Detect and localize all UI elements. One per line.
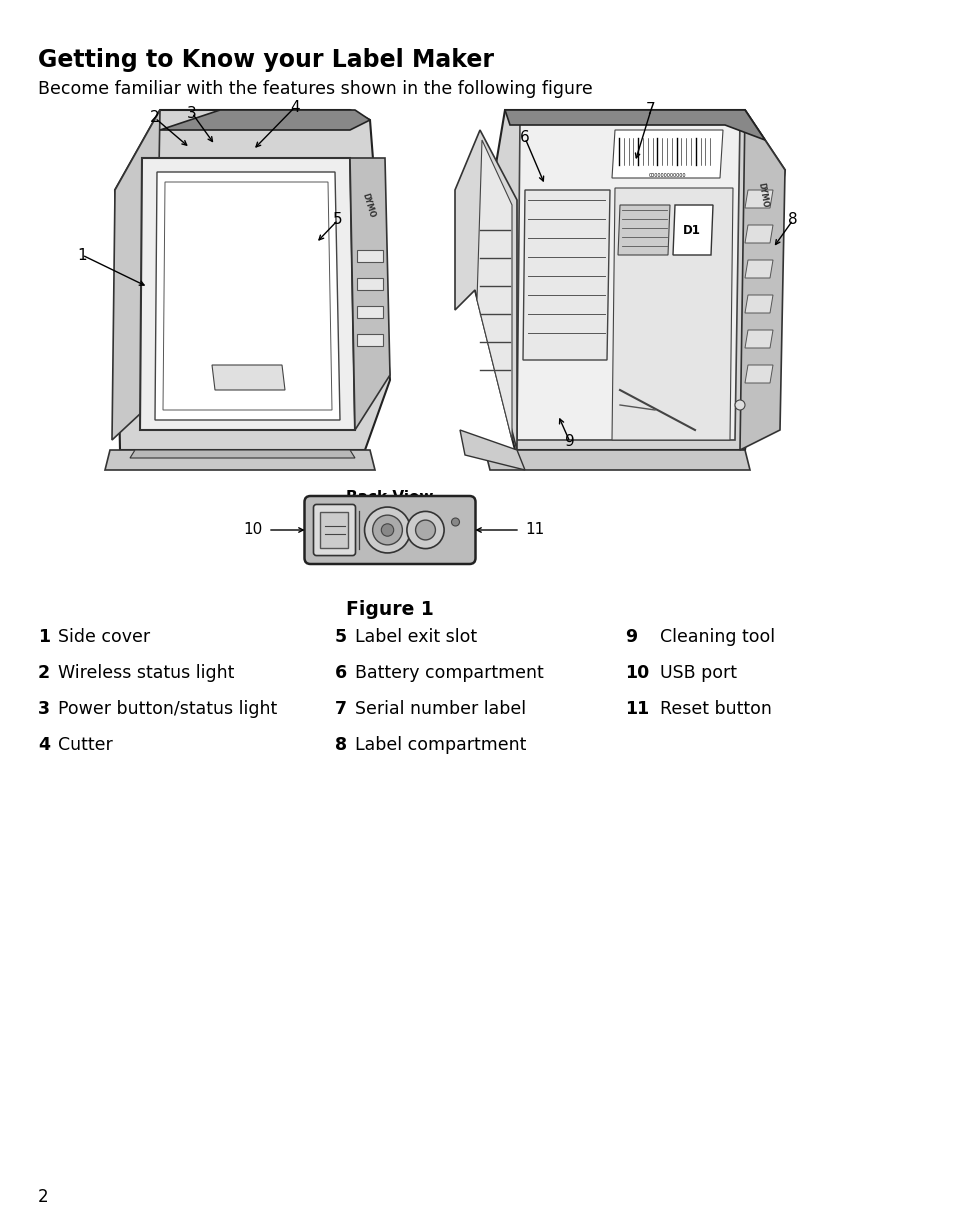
Text: Become familiar with the features shown in the following figure: Become familiar with the features shown … <box>38 80 592 98</box>
Text: 8: 8 <box>335 736 347 755</box>
Text: 5: 5 <box>335 628 347 646</box>
Polygon shape <box>475 111 784 450</box>
Text: Label compartment: Label compartment <box>355 736 526 755</box>
Text: 6: 6 <box>335 665 347 682</box>
FancyBboxPatch shape <box>314 504 355 555</box>
Text: Label exit slot: Label exit slot <box>355 628 476 646</box>
Text: Cutter: Cutter <box>58 736 112 755</box>
Text: 2: 2 <box>150 111 160 125</box>
Polygon shape <box>744 364 772 383</box>
Polygon shape <box>455 130 517 450</box>
Text: 7: 7 <box>645 102 655 118</box>
Polygon shape <box>212 364 285 390</box>
Text: 1: 1 <box>38 628 51 646</box>
Circle shape <box>364 507 410 553</box>
Text: Wireless status light: Wireless status light <box>58 665 234 682</box>
Polygon shape <box>740 111 784 450</box>
Polygon shape <box>356 278 382 290</box>
Circle shape <box>451 518 459 526</box>
Polygon shape <box>140 158 355 430</box>
Text: 4: 4 <box>290 100 299 114</box>
Text: Figure 1: Figure 1 <box>346 600 434 618</box>
Text: Serial number label: Serial number label <box>355 700 525 718</box>
Polygon shape <box>672 205 712 255</box>
Polygon shape <box>154 173 339 420</box>
Text: 1: 1 <box>77 248 87 262</box>
Circle shape <box>381 524 394 536</box>
Text: Battery compartment: Battery compartment <box>355 665 543 682</box>
Polygon shape <box>744 330 772 347</box>
Polygon shape <box>612 188 732 440</box>
Polygon shape <box>130 450 355 458</box>
Polygon shape <box>160 111 370 130</box>
Polygon shape <box>522 190 609 360</box>
Text: Cleaning tool: Cleaning tool <box>659 628 774 646</box>
Text: D1: D1 <box>682 224 700 237</box>
Text: 9: 9 <box>624 628 637 646</box>
Polygon shape <box>744 260 772 278</box>
Text: 000000000000: 000000000000 <box>648 173 685 179</box>
FancyBboxPatch shape <box>304 496 475 564</box>
Text: 7: 7 <box>335 700 347 718</box>
Polygon shape <box>356 306 382 318</box>
Polygon shape <box>163 182 332 409</box>
Text: 6: 6 <box>519 130 529 146</box>
Text: Reset button: Reset button <box>659 700 771 718</box>
Text: Side cover: Side cover <box>58 628 150 646</box>
Polygon shape <box>744 225 772 243</box>
Text: 3: 3 <box>187 106 196 120</box>
Text: Getting to Know your Label Maker: Getting to Know your Label Maker <box>38 49 494 72</box>
Text: DYMO: DYMO <box>359 192 375 219</box>
Text: Back View: Back View <box>346 490 434 505</box>
Text: 8: 8 <box>787 213 797 227</box>
Text: 10: 10 <box>244 522 263 537</box>
Text: 5: 5 <box>333 213 342 227</box>
Text: 9: 9 <box>564 435 575 450</box>
Polygon shape <box>112 111 160 440</box>
Polygon shape <box>504 111 764 140</box>
Polygon shape <box>356 250 382 262</box>
Polygon shape <box>476 140 512 440</box>
Polygon shape <box>744 190 772 208</box>
Polygon shape <box>105 450 375 470</box>
Text: 4: 4 <box>38 736 50 755</box>
Text: 11: 11 <box>524 522 543 537</box>
Circle shape <box>407 512 444 549</box>
Polygon shape <box>618 205 669 255</box>
Text: DYMO: DYMO <box>756 182 769 208</box>
Text: 11: 11 <box>624 700 649 718</box>
Bar <box>320 513 348 548</box>
Text: 10: 10 <box>624 665 649 682</box>
Polygon shape <box>356 334 382 346</box>
Polygon shape <box>350 158 390 430</box>
Circle shape <box>734 400 744 409</box>
Polygon shape <box>744 295 772 313</box>
Text: USB port: USB port <box>659 665 737 682</box>
Polygon shape <box>517 120 740 440</box>
Text: Power button/status light: Power button/status light <box>58 700 277 718</box>
Polygon shape <box>115 111 390 450</box>
Circle shape <box>373 515 402 544</box>
Circle shape <box>416 520 435 539</box>
Polygon shape <box>484 450 749 470</box>
Polygon shape <box>459 430 524 470</box>
Text: 2: 2 <box>38 1188 49 1206</box>
Text: 2: 2 <box>38 665 51 682</box>
Polygon shape <box>612 130 722 179</box>
Text: 3: 3 <box>38 700 50 718</box>
